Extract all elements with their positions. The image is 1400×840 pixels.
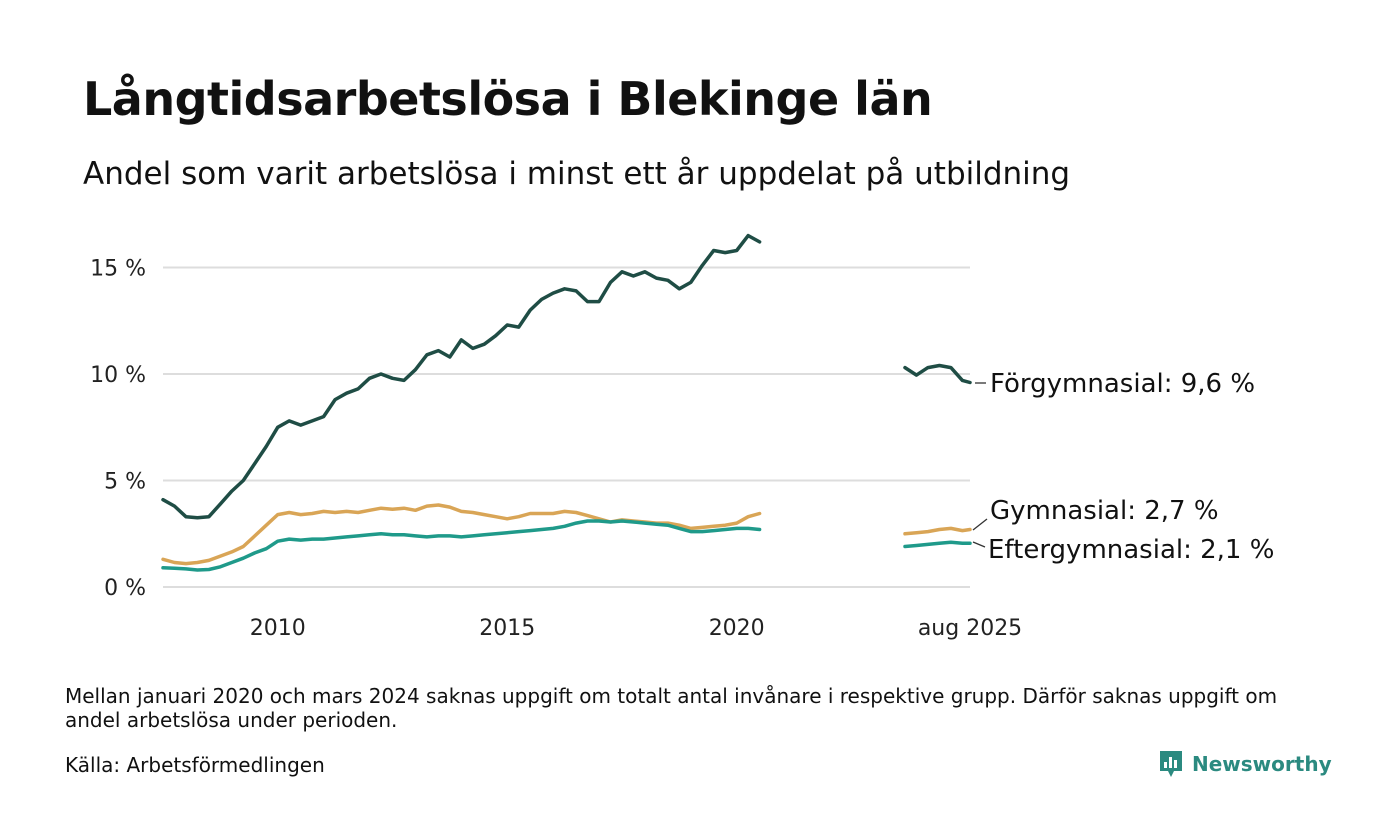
series-line-frgymnasial [161,233,762,520]
newsworthy-logo-icon [1160,751,1182,777]
footnote: Mellan januari 2020 och mars 2024 saknas… [65,684,1278,732]
y-tick-label: 10 % [90,363,146,388]
series-line-eftergymnasial [161,519,762,572]
chart-title: Långtidsarbetslösa i Blekinge län [83,72,933,126]
y-tick-label: 0 % [104,576,146,601]
newsworthy-logo: Newsworthy [1158,746,1332,782]
leader-line-gymnasial [972,518,988,531]
y-tick-label: 5 % [104,470,146,495]
newsworthy-brand-text: Newsworthy [1192,752,1332,776]
y-tick-label: 15 % [90,257,146,282]
x-tick-label: 2020 [709,616,765,641]
x-tick-label: aug 2025 [918,616,1022,641]
x-tick-label: 2015 [479,616,535,641]
x-tick-label: 2010 [250,616,306,641]
end-label-eftergymnasial: Eftergymnasial: 2,1 % [988,535,1274,565]
series-line-frgymnasial [903,363,972,385]
end-label-gymnasial: Gymnasial: 2,7 % [990,496,1219,526]
end-label-frgymnasial: Förgymnasial: 9,6 % [990,369,1255,399]
series-line-eftergymnasial [903,540,972,549]
series-line-gymnasial [903,526,972,536]
leader-line-eftergymnasial [972,541,986,548]
chart-subtitle: Andel som varit arbetslösa i minst ett å… [83,156,1071,192]
source-label: Källa: Arbetsförmedlingen [65,753,325,777]
